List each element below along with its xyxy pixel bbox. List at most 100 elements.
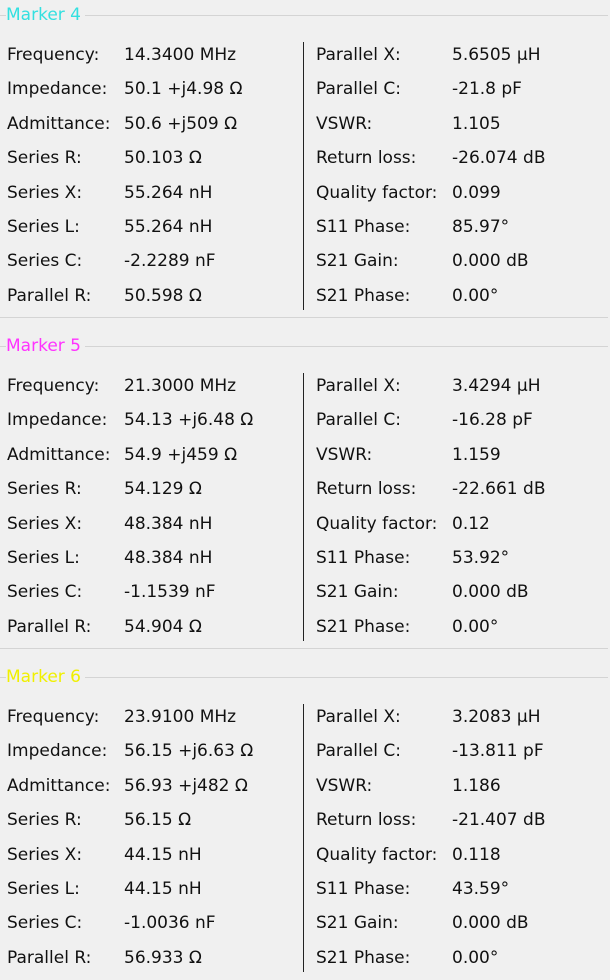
field-label: Parallel X: <box>316 376 401 396</box>
marker-title: Marker 4 <box>6 4 85 26</box>
marker-title: Marker 6 <box>6 666 85 688</box>
series-x-value: 48.384 nH <box>124 513 213 534</box>
parallel-c-value: -13.811 pF <box>452 741 544 762</box>
series-c-value: -1.0036 nF <box>124 913 216 934</box>
parallel-r-value: 54.904 Ω <box>124 616 202 637</box>
s11-phase-value: 43.59° <box>452 878 510 899</box>
column-divider <box>303 704 304 972</box>
field-label: Impedance: <box>7 410 108 431</box>
series-c-row: Series C: -1.0036 nF <box>7 906 297 940</box>
field-label: Admittance: <box>7 113 111 134</box>
field-label: Series X: <box>7 844 83 865</box>
return-loss-row: Return loss: -26.074 dB <box>316 141 606 175</box>
marker-right-column: Parallel X: 3.2083 µH Parallel C: -13.811 … <box>316 700 606 975</box>
parallel-c-row: Parallel C: -21.8 pF <box>316 72 606 106</box>
admittance-row: Admittance: 56.93 +j482 Ω <box>7 769 297 803</box>
group-frame <box>0 346 608 649</box>
field-label: Return loss: <box>316 810 417 831</box>
vswr-row: VSWR: 1.159 <box>316 438 606 472</box>
parallel-x-value: 3.4294 µH <box>452 376 541 396</box>
series-x-value: 55.264 nH <box>124 182 213 203</box>
field-label: Impedance: <box>7 741 108 762</box>
parallel-x-value: 5.6505 µH <box>452 45 541 65</box>
field-label: Series R: <box>7 479 82 500</box>
s11-phase-row: S11 Phase: 43.59° <box>316 872 606 906</box>
field-label: Parallel C: <box>316 741 401 762</box>
quality-factor-value: 0.099 <box>452 182 501 203</box>
return-loss-value: -22.661 dB <box>452 479 546 500</box>
marker-left-column: Frequency: 21.3000 MHz Impedance: 54.13 +j… <box>7 369 297 644</box>
group-frame <box>0 677 608 980</box>
impedance-row: Impedance: 56.15 +j6.63 Ω <box>7 734 297 768</box>
field-label: Quality factor: <box>316 182 438 203</box>
field-label: Return loss: <box>316 148 417 169</box>
quality-factor-row: Quality factor: 0.118 <box>316 838 606 872</box>
field-label: Admittance: <box>7 775 111 796</box>
s21-gain-row: S21 Gain: 0.000 dB <box>316 244 606 278</box>
column-divider <box>303 373 304 641</box>
parallel-x-row: Parallel X: 5.6505 µH <box>316 38 606 72</box>
series-c-value: -1.1539 nF <box>124 582 216 603</box>
field-label: Parallel R: <box>7 285 92 306</box>
admittance-row: Admittance: 54.9 +j459 Ω <box>7 438 297 472</box>
vswr-row: VSWR: 1.186 <box>316 769 606 803</box>
series-r-value: 50.103 Ω <box>124 148 202 169</box>
series-l-value: 48.384 nH <box>124 547 213 568</box>
marker-group-5: Marker 5 Frequency: 21.3000 MHz Impedance… <box>0 331 610 649</box>
marker-group-4: Marker 4 Frequency: 14.3400 MHz Impedance… <box>0 0 610 318</box>
field-label: VSWR: <box>316 444 373 465</box>
field-label: Quality factor: <box>316 513 438 534</box>
return-loss-row: Return loss: -21.407 dB <box>316 803 606 837</box>
quality-factor-row: Quality factor: 0.12 <box>316 507 606 541</box>
field-label: Series L: <box>7 547 80 568</box>
series-c-row: Series C: -1.1539 nF <box>7 575 297 609</box>
s11-phase-row: S11 Phase: 53.92° <box>316 541 606 575</box>
field-label: Parallel X: <box>316 45 401 65</box>
parallel-r-value: 56.933 Ω <box>124 947 202 968</box>
column-divider <box>303 42 304 310</box>
field-label: Parallel C: <box>316 79 401 100</box>
frequency-row: Frequency: 14.3400 MHz <box>7 38 297 72</box>
impedance-value: 56.15 +j6.63 Ω <box>124 741 254 762</box>
field-label: Series C: <box>7 251 83 272</box>
parallel-r-row: Parallel R: 50.598 Ω <box>7 279 297 313</box>
field-label: Parallel X: <box>316 707 401 727</box>
s21-phase-row: S21 Phase: 0.00° <box>316 610 606 644</box>
parallel-r-row: Parallel R: 54.904 Ω <box>7 610 297 644</box>
quality-factor-row: Quality factor: 0.099 <box>316 176 606 210</box>
quality-factor-value: 0.118 <box>452 844 501 865</box>
vswr-value: 1.159 <box>452 444 501 465</box>
marker-left-column: Frequency: 23.9100 MHz Impedance: 56.15 +j… <box>7 700 297 975</box>
field-label: S11 Phase: <box>316 878 411 899</box>
frequency-row: Frequency: 23.9100 MHz <box>7 700 297 734</box>
field-label: Series R: <box>7 148 82 169</box>
field-label: Parallel C: <box>316 410 401 431</box>
parallel-x-value: 3.2083 µH <box>452 707 541 727</box>
frequency-value: 23.9100 MHz <box>124 707 237 727</box>
vswr-value: 1.186 <box>452 775 501 796</box>
field-label: S21 Gain: <box>316 913 399 934</box>
series-l-row: Series L: 55.264 nH <box>7 210 297 244</box>
series-l-row: Series L: 44.15 nH <box>7 872 297 906</box>
series-x-row: Series X: 55.264 nH <box>7 176 297 210</box>
admittance-value: 50.6 +j509 Ω <box>124 113 238 134</box>
impedance-value: 54.13 +j6.48 Ω <box>124 410 254 431</box>
s21-gain-row: S21 Gain: 0.000 dB <box>316 575 606 609</box>
frequency-value: 14.3400 MHz <box>124 45 237 65</box>
field-label: Series R: <box>7 810 82 831</box>
field-label: Series C: <box>7 913 83 934</box>
impedance-row: Impedance: 50.1 +j4.98 Ω <box>7 72 297 106</box>
field-label: Return loss: <box>316 479 417 500</box>
field-label: Parallel R: <box>7 616 92 637</box>
impedance-value: 50.1 +j4.98 Ω <box>124 79 243 100</box>
series-c-row: Series C: -2.2289 nF <box>7 244 297 278</box>
series-x-row: Series X: 48.384 nH <box>7 507 297 541</box>
series-x-row: Series X: 44.15 nH <box>7 838 297 872</box>
marker-right-column: Parallel X: 5.6505 µH Parallel C: -21.8 pF… <box>316 38 606 313</box>
vswr-value: 1.105 <box>452 113 501 134</box>
field-label: Frequency: <box>7 376 100 396</box>
s21-phase-row: S21 Phase: 0.00° <box>316 941 606 975</box>
s21-phase-value: 0.00° <box>452 947 499 968</box>
admittance-value: 54.9 +j459 Ω <box>124 444 238 465</box>
field-label: Impedance: <box>7 79 108 100</box>
